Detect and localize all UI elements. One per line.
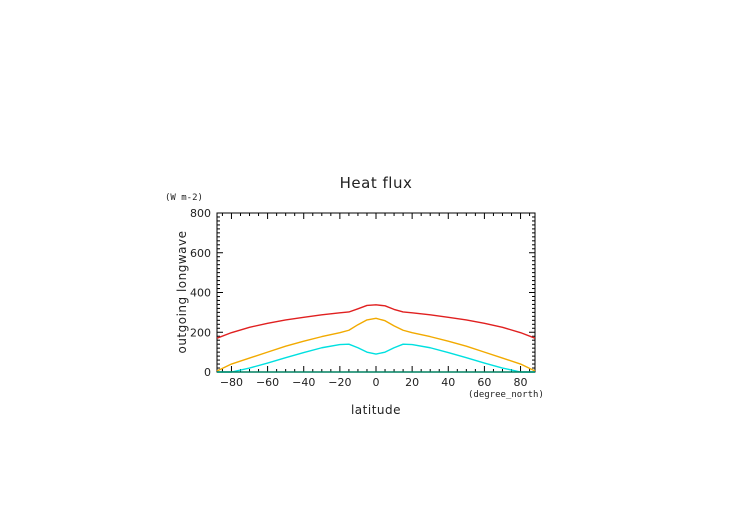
axis-ticks xyxy=(217,212,535,373)
y-axis-unit: (W m-2) xyxy=(165,193,203,203)
y-tick-label: 800 xyxy=(190,207,211,220)
y-tick-label: 600 xyxy=(190,247,211,260)
x-axis-label: latitude xyxy=(351,403,401,417)
y-tick-label: 200 xyxy=(190,326,211,339)
series-line-3 xyxy=(217,343,535,373)
chart-title: Heat flux xyxy=(340,174,413,192)
x-tick-label: −60 xyxy=(256,376,279,389)
series-line-2 xyxy=(216,317,536,372)
x-tick-label: 0 xyxy=(373,376,380,389)
y-tick-label: 400 xyxy=(190,287,211,300)
x-tick-label: 60 xyxy=(477,376,491,389)
y-tick-label: 0 xyxy=(204,366,211,379)
y-axis-label: outgoing longwave xyxy=(175,230,189,353)
x-tick-label: 20 xyxy=(405,376,419,389)
x-tick-label: −20 xyxy=(328,376,351,389)
x-tick-label: −40 xyxy=(292,376,315,389)
x-tick-label: 40 xyxy=(441,376,455,389)
x-axis-unit: (degree_north) xyxy=(468,390,544,400)
series-lines xyxy=(216,304,536,373)
plot-frame xyxy=(216,212,536,373)
x-tick-label: −80 xyxy=(220,376,243,389)
series-line-1 xyxy=(216,304,536,339)
x-tick-label: 80 xyxy=(514,376,528,389)
